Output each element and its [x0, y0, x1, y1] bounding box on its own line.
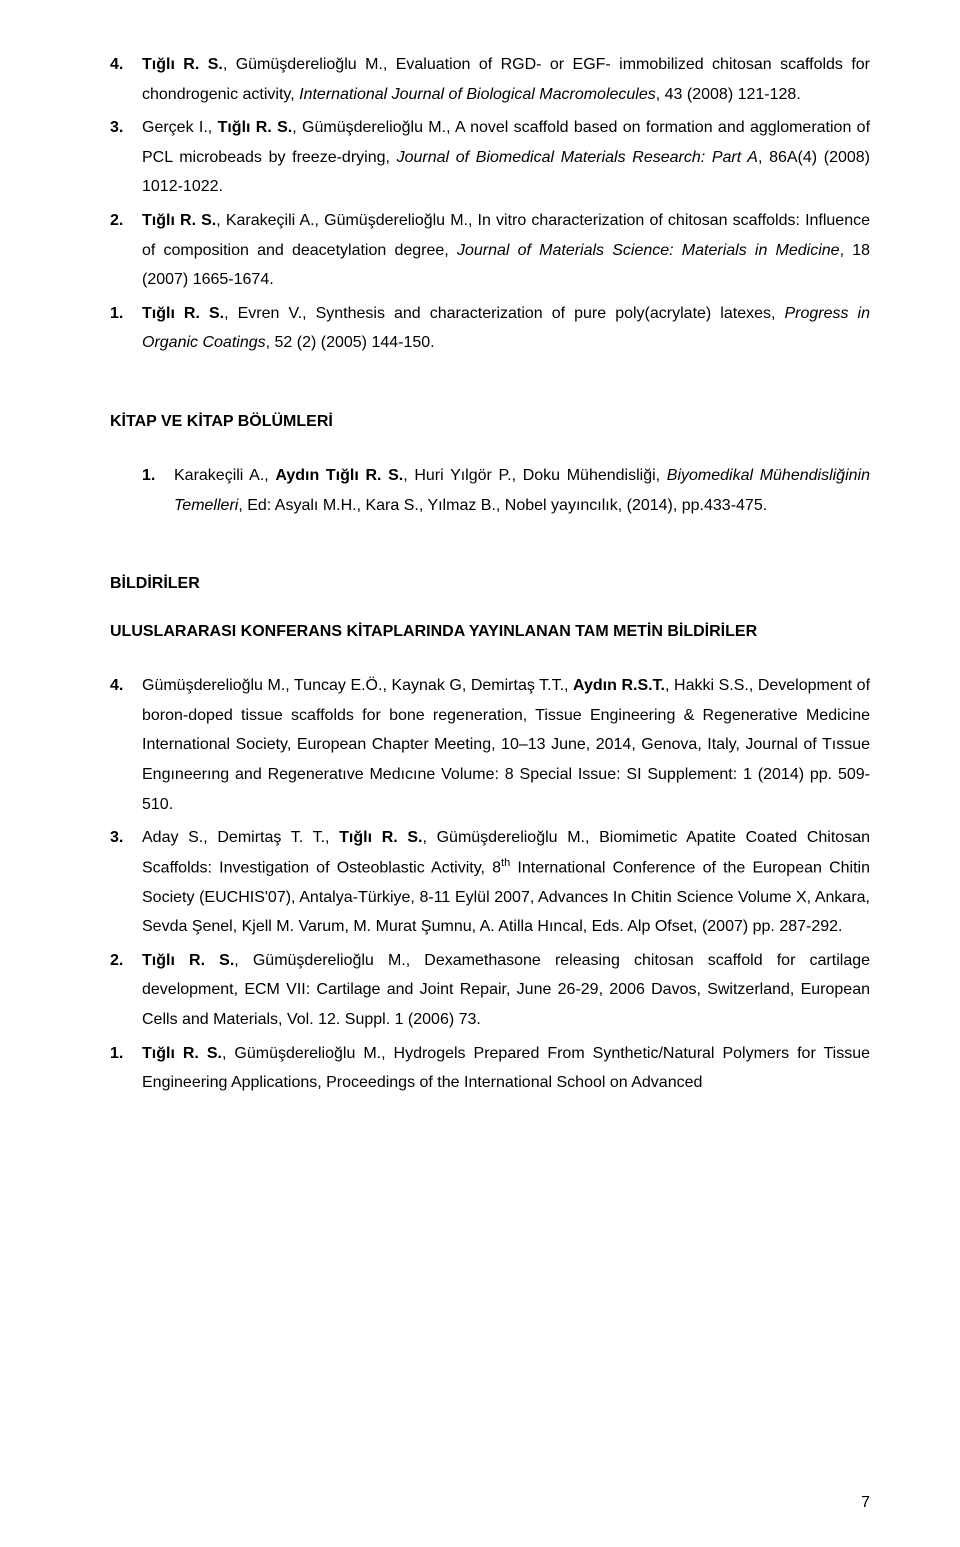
reference-text: Aday S., Demirtaş T. T., Tığlı R. S., Gü…	[142, 823, 870, 942]
reference-text: Gümüşderelioğlu M., Tuncay E.Ö., Kaynak …	[142, 671, 870, 819]
conf-list: 4.Gümüşderelioğlu M., Tuncay E.Ö., Kayna…	[110, 671, 870, 1098]
reference-number: 3.	[110, 113, 142, 202]
reference-item: 3.Gerçek I., Tığlı R. S., Gümüşderelioğl…	[110, 113, 870, 202]
reference-number: 4.	[110, 50, 142, 109]
reference-item: 3.Aday S., Demirtaş T. T., Tığlı R. S., …	[110, 823, 870, 942]
bildiriler-heading: BİLDİRİLER	[110, 575, 870, 593]
reference-text: Tığlı R. S., Gümüşderelioğlu M., Hydroge…	[142, 1039, 870, 1098]
reference-item: 1.Tığlı R. S., Evren V., Synthesis and c…	[110, 299, 870, 358]
reference-item: 2.Tığlı R. S., Karakeçili A., Gümüşderel…	[110, 206, 870, 295]
reference-number: 1.	[110, 1039, 142, 1098]
reference-item: 1.Karakeçili A., Aydın Tığlı R. S., Huri…	[142, 461, 870, 520]
conf-heading: ULUSLARARASI KONFERANS KİTAPLARINDA YAYI…	[110, 623, 870, 641]
reference-text: Tığlı R. S., Gümüşderelioğlu M., Dexamet…	[142, 946, 870, 1035]
reference-number: 3.	[110, 823, 142, 942]
books-list: 1.Karakeçili A., Aydın Tığlı R. S., Huri…	[110, 461, 870, 520]
books-heading: KİTAP VE KİTAP BÖLÜMLERİ	[110, 413, 870, 431]
reference-text: Karakeçili A., Aydın Tığlı R. S., Huri Y…	[174, 461, 870, 520]
reference-item: 4.Gümüşderelioğlu M., Tuncay E.Ö., Kayna…	[110, 671, 870, 819]
reference-text: Tığlı R. S., Karakeçili A., Gümüşderelio…	[142, 206, 870, 295]
reference-number: 2.	[110, 946, 142, 1035]
reference-number: 4.	[110, 671, 142, 819]
reference-item: 2.Tığlı R. S., Gümüşderelioğlu M., Dexam…	[110, 946, 870, 1035]
reference-text: Tığlı R. S., Gümüşderelioğlu M., Evaluat…	[142, 50, 870, 109]
reference-text: Gerçek I., Tığlı R. S., Gümüşderelioğlu …	[142, 113, 870, 202]
page-number: 7	[861, 1494, 870, 1512]
reference-text: Tığlı R. S., Evren V., Synthesis and cha…	[142, 299, 870, 358]
reference-item: 4.Tığlı R. S., Gümüşderelioğlu M., Evalu…	[110, 50, 870, 109]
reference-number: 1.	[110, 299, 142, 358]
reference-item: 1.Tığlı R. S., Gümüşderelioğlu M., Hydro…	[110, 1039, 870, 1098]
reference-number: 1.	[142, 461, 174, 520]
reference-number: 2.	[110, 206, 142, 295]
references-list-top: 4.Tığlı R. S., Gümüşderelioğlu M., Evalu…	[110, 50, 870, 358]
